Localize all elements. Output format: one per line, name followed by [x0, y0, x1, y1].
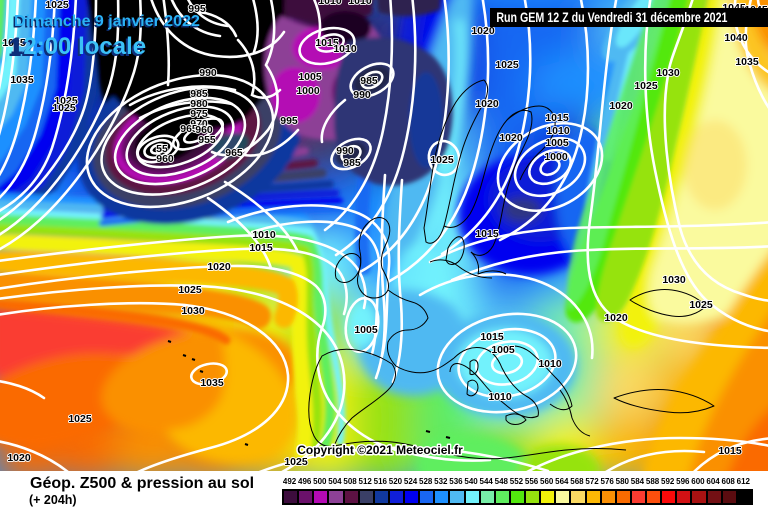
svg-text:1010: 1010 — [488, 391, 512, 403]
svg-text:1010: 1010 — [546, 125, 570, 137]
svg-text:1025: 1025 — [689, 299, 713, 311]
svg-text:1025: 1025 — [430, 154, 454, 166]
svg-text:1005: 1005 — [491, 344, 515, 356]
svg-text:975: 975 — [190, 108, 208, 120]
svg-text:1035: 1035 — [200, 377, 224, 389]
svg-text:1020: 1020 — [475, 98, 499, 110]
svg-text:1025: 1025 — [45, 0, 69, 11]
svg-text:995: 995 — [280, 115, 298, 127]
svg-text:1040: 1040 — [724, 32, 748, 44]
svg-text:1030: 1030 — [662, 274, 686, 286]
svg-text:1020: 1020 — [604, 312, 628, 324]
svg-text:1020: 1020 — [499, 132, 523, 144]
svg-text:990: 990 — [353, 89, 371, 101]
svg-text:1025: 1025 — [52, 102, 76, 114]
svg-text:1025: 1025 — [178, 284, 202, 296]
svg-text:1020: 1020 — [7, 452, 31, 464]
svg-text:985: 985 — [343, 157, 361, 169]
svg-text:1020: 1020 — [471, 25, 495, 37]
svg-text:985: 985 — [190, 88, 208, 100]
svg-text:1015: 1015 — [475, 228, 499, 240]
svg-text:1035: 1035 — [735, 56, 759, 68]
svg-text:1010: 1010 — [348, 0, 372, 7]
svg-text:965: 965 — [225, 147, 243, 159]
svg-text:1030: 1030 — [181, 305, 205, 317]
svg-text:965: 965 — [180, 123, 198, 135]
svg-text:1025: 1025 — [495, 59, 519, 71]
svg-text:980: 980 — [190, 98, 208, 110]
svg-text:990: 990 — [199, 67, 217, 79]
svg-text:1010: 1010 — [538, 358, 562, 370]
svg-text:1035: 1035 — [2, 37, 26, 49]
svg-text:1020: 1020 — [207, 261, 231, 273]
svg-text:1010: 1010 — [333, 43, 357, 55]
svg-text:1025: 1025 — [634, 80, 658, 92]
svg-text:1030: 1030 — [656, 67, 680, 79]
svg-text:1015: 1015 — [718, 445, 742, 457]
svg-text:1015: 1015 — [315, 37, 339, 49]
svg-text:960: 960 — [156, 153, 174, 165]
svg-text:955: 955 — [198, 134, 216, 146]
svg-text:985: 985 — [360, 75, 378, 87]
svg-text:1010: 1010 — [252, 229, 276, 241]
svg-text:1020: 1020 — [609, 100, 633, 112]
svg-text:1000: 1000 — [296, 85, 320, 97]
svg-text:1005: 1005 — [354, 324, 378, 336]
svg-text:1005: 1005 — [298, 71, 322, 83]
svg-text:1015: 1015 — [480, 331, 504, 343]
svg-text:995: 995 — [188, 3, 206, 15]
svg-text:990: 990 — [336, 145, 354, 157]
svg-text:1025: 1025 — [284, 456, 308, 468]
svg-text:Copyright ©2021 Meteociel.fr: Copyright ©2021 Meteociel.fr — [297, 443, 463, 457]
svg-text:970: 970 — [190, 118, 208, 130]
svg-text:1025: 1025 — [68, 413, 92, 425]
svg-text:1010: 1010 — [318, 0, 342, 7]
svg-text:55: 55 — [156, 143, 168, 155]
svg-text:1015: 1015 — [545, 112, 569, 124]
svg-text:1035: 1035 — [10, 74, 34, 86]
svg-text:1000: 1000 — [544, 151, 568, 163]
svg-text:1015: 1015 — [249, 242, 273, 254]
svg-text:1025: 1025 — [54, 95, 78, 107]
svg-text:960: 960 — [195, 124, 213, 136]
svg-text:1005: 1005 — [545, 137, 569, 149]
